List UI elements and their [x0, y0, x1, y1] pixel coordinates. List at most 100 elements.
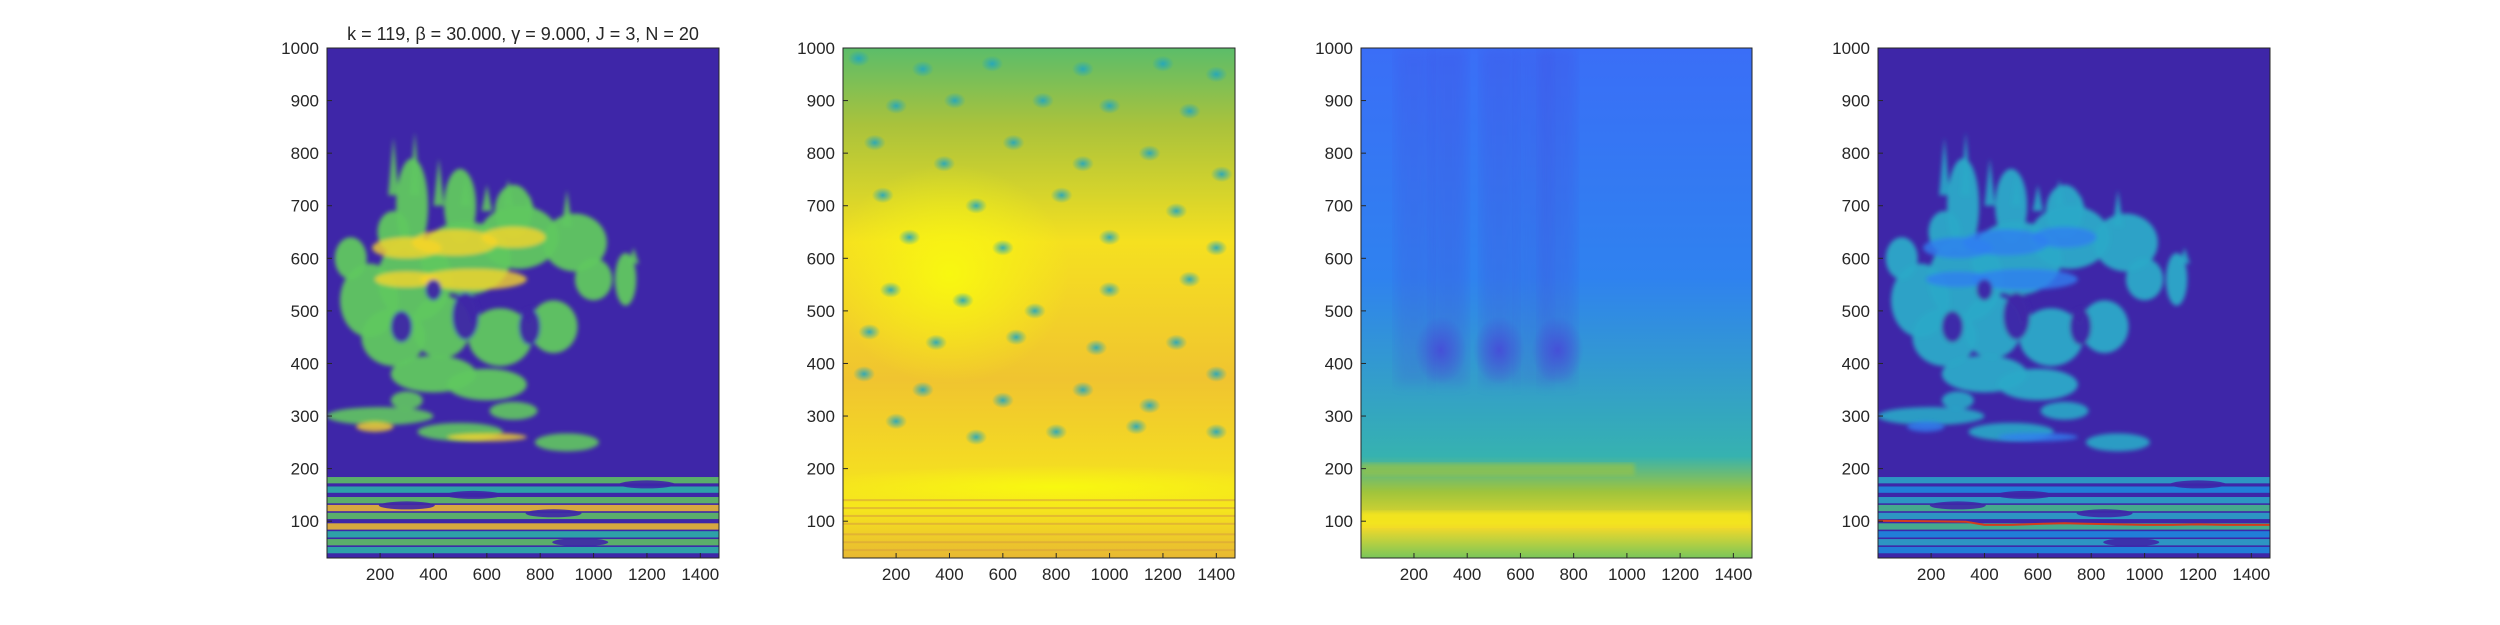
heatmap-highlight	[412, 229, 498, 256]
y-tick-label: 700	[807, 197, 835, 216]
heatmap-band	[1361, 511, 1752, 527]
heatmap-spot	[1071, 381, 1094, 398]
x-tick-label: 800	[526, 565, 554, 584]
x-tick-label: 1200	[628, 565, 666, 584]
heatmap-background	[652, 48, 719, 401]
heatmap-blob	[2165, 253, 2188, 306]
heatmap-hole	[518, 308, 541, 346]
panel-1: 200 400 600 800 1000 1200 1400 100 200 300 400 500 6…	[281, 24, 720, 584]
heatmap-spot	[1178, 103, 1201, 120]
heatmap-blob	[446, 368, 527, 401]
y-tick-label: 600	[1842, 249, 1870, 268]
heatmap-spot	[1138, 145, 1161, 162]
heatmap-band	[1878, 512, 2270, 520]
y-tick-label: 900	[291, 92, 319, 111]
axes-frame	[1877, 47, 2271, 559]
heatmap-spot	[1085, 339, 1108, 356]
heatmap-highlight	[1997, 432, 2078, 442]
y-tick-label: 600	[1325, 249, 1353, 268]
heatmap-spot	[1023, 302, 1046, 319]
y-tick-label: 900	[1842, 92, 1870, 111]
heatmap-blob	[489, 401, 538, 420]
heatmap-blob	[1997, 368, 2078, 401]
x-tick-label: 600	[1506, 565, 1534, 584]
axes-frame	[1360, 47, 1753, 559]
heatmap-blob	[494, 184, 533, 238]
heatmap-highlight	[1971, 268, 2078, 290]
heatmap-spot	[871, 187, 894, 204]
heatmap-spot	[943, 92, 966, 109]
panel-3: 200 400 600 800 1000 1200 1400 100 200 300 400 500 6…	[1315, 39, 1753, 584]
heatmap-blob	[2085, 433, 2150, 452]
y-tick-label: 800	[1842, 144, 1870, 163]
x-tick-label: 800	[2077, 565, 2105, 584]
heatmap-band	[327, 531, 719, 538]
x-tick-label: 400	[935, 565, 963, 584]
heatmap-blob	[2125, 258, 2164, 301]
y-tick-label: 400	[807, 354, 835, 373]
ridge-line	[1878, 519, 2270, 526]
y-tick-label: 100	[1325, 512, 1353, 531]
x-tick-label: 1400	[2232, 565, 2270, 584]
heatmap-spot	[1031, 92, 1054, 109]
heatmap-spot	[951, 292, 974, 309]
x-tick-label: 200	[1400, 565, 1428, 584]
x-tick-label: 1400	[1714, 565, 1752, 584]
heatmap-background	[2203, 48, 2270, 401]
heatmap-line	[843, 533, 1235, 536]
x-tick-label: 200	[882, 565, 910, 584]
heatmap-spot	[1178, 271, 1201, 288]
heatmap-spot	[1205, 239, 1228, 256]
heatmap-blob	[468, 308, 533, 367]
heatmap-spot	[1473, 316, 1526, 385]
heatmap-spike	[409, 132, 421, 196]
heatmap-blob	[2019, 308, 2084, 367]
y-tick-label: 100	[807, 512, 835, 531]
axes-frame	[842, 47, 1236, 559]
heatmap-highlight	[420, 268, 527, 290]
heatmap-band	[1878, 486, 2270, 493]
y-tick-label: 1000	[1315, 39, 1353, 58]
heatmap-spot	[885, 97, 908, 114]
heatmap-blob	[390, 391, 423, 410]
x-tick-label: 1000	[2126, 565, 2164, 584]
heatmap-spot	[1151, 55, 1174, 72]
heatmap-spike	[2179, 247, 2190, 264]
heatmap-spot	[1005, 329, 1028, 346]
x-tick-label: 400	[1970, 565, 1998, 584]
y-tick-label: 900	[807, 92, 835, 111]
heatmap-band	[1878, 523, 2270, 530]
heatmap-hole	[1976, 279, 1993, 301]
heatmap-spot	[1071, 61, 1094, 78]
heatmap-highlight	[1963, 229, 2049, 256]
heatmap-line	[843, 499, 1235, 502]
x-tick-label: 1000	[1091, 565, 1129, 584]
heatmap-spike	[2053, 179, 2065, 206]
heatmap-gap	[378, 501, 435, 510]
y-tick-label: 800	[1325, 144, 1353, 163]
y-tick-label: 700	[1325, 197, 1353, 216]
heatmap-band	[1878, 546, 2270, 554]
x-tick-label: 600	[473, 565, 501, 584]
y-tick-label: 300	[807, 407, 835, 426]
heatmap-line	[843, 541, 1235, 544]
heatmap-band	[1878, 531, 2270, 538]
heatmap-spot	[911, 381, 934, 398]
heatmap-spot	[1205, 423, 1228, 440]
x-tick-label: 800	[1042, 565, 1070, 584]
heatmap-band	[327, 497, 719, 504]
heatmap-spot	[925, 334, 948, 351]
heatmap-hole	[452, 292, 479, 340]
plot-area	[1361, 48, 1752, 558]
heatmap-spike	[1984, 158, 1996, 206]
heatmap-blob	[542, 213, 607, 272]
heatmap-line	[843, 507, 1235, 510]
heatmap-gap	[525, 509, 582, 518]
y-tick-label: 1000	[1832, 39, 1870, 58]
heatmap-gap	[552, 538, 609, 547]
heatmap-spot	[863, 134, 886, 151]
heatmap-highlight	[356, 421, 394, 432]
heatmap-band	[1878, 477, 2270, 484]
heatmap-glow	[843, 164, 1235, 510]
y-tick-label: 600	[807, 249, 835, 268]
